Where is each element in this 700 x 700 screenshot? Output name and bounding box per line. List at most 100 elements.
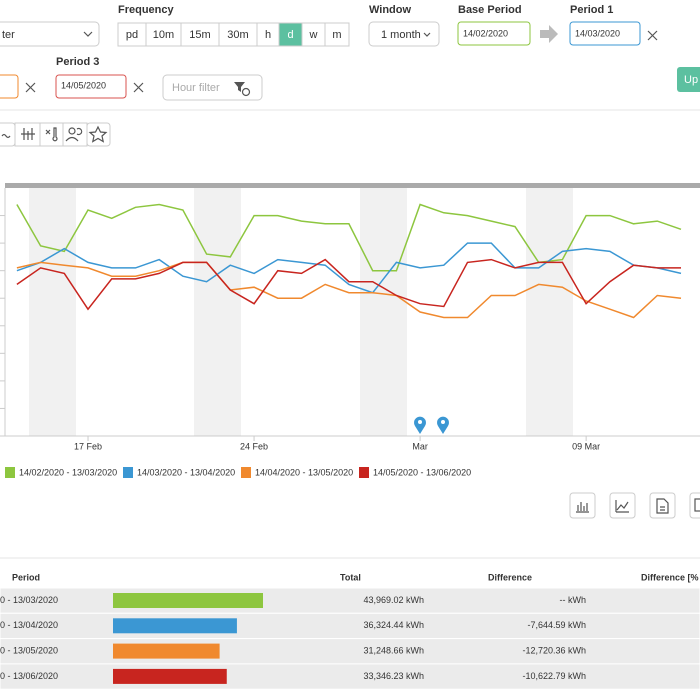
export-button[interactable] [569,492,596,519]
frequency-option: h [265,29,271,41]
legend-swatch[interactable] [359,467,369,478]
period1-input[interactable] [569,21,641,46]
row-period: 0 - 13/06/2020 [0,671,58,681]
row-difference: -10,622.79 kWh [522,671,586,681]
total-bar [113,618,237,634]
export-icon [615,500,629,513]
export-button[interactable] [649,492,676,519]
export-icon [694,498,700,512]
table-header: Period [12,572,40,582]
export-button[interactable] [609,492,636,519]
frequency-button[interactable] [324,22,350,47]
export-buttons [569,492,700,519]
weekend-band [526,188,573,436]
close[interactable] [647,30,658,41]
tool-icon [1,133,11,139]
tool-button[interactable] [0,122,16,147]
base-period-label: Base Period [458,4,522,16]
chart-top-bar [5,183,700,188]
close[interactable] [133,82,144,93]
series-line [16,242,682,294]
row-total: 33,346.23 kWh [363,671,424,681]
chart: 17 Feb 24 Feb Mar 09 Mar [0,203,682,451]
row-difference: -12,720.36 kWh [522,645,586,655]
export-icon [656,498,669,514]
row-period: 0 - 13/03/2020 [0,595,58,605]
x-tick-label: 17 Feb [74,441,102,451]
total-bar [113,668,227,684]
tool-button[interactable] [62,122,88,147]
frequency-option: d [287,29,293,41]
frequency-option: m [332,29,341,41]
filter-icon [234,82,245,92]
weekend-band [360,188,407,436]
tool-icon [65,127,83,142]
legend-label[interactable]: 14/05/2020 - 13/06/2020 [373,467,471,477]
window-select[interactable] [368,21,440,47]
pin[interactable] [437,416,449,434]
base-period-value: 14/02/2020 [463,28,508,38]
update-button-text: Up [684,74,698,86]
x-tick-label: 24 Feb [240,441,268,451]
frequency-option: 30m [227,29,248,41]
row-total: 31,248.66 kWh [363,645,424,655]
table-row [0,587,700,614]
weekend-band [29,188,76,436]
series-line [16,203,682,272]
base-period-input[interactable] [457,21,531,46]
row-total: 43,969.02 kWh [363,595,424,605]
weekend-band [194,188,241,436]
legend-label[interactable]: 14/03/2020 - 13/04/2020 [137,467,235,477]
period1-label: Period 1 [570,4,613,16]
period1-value: 14/03/2020 [575,28,620,38]
table-header: Difference [% [641,572,699,582]
update-button[interactable] [677,67,700,92]
select-box[interactable] [0,21,100,47]
legend-label[interactable]: 14/02/2020 - 13/03/2020 [19,467,117,477]
pin[interactable] [414,416,426,434]
chevron [83,31,93,37]
table-row [0,663,700,690]
table-header: Difference [488,572,532,582]
arrow [540,25,558,43]
table-header: Total [340,572,361,582]
legend-label[interactable]: 14/04/2020 - 13/05/2020 [255,467,353,477]
row-period: 0 - 13/04/2020 [0,620,58,630]
series-line [16,258,681,311]
export-icon [576,502,589,513]
row-difference: -- kWh [560,595,587,605]
frequency-group: pd 10m 15m 30m h d w m [117,22,350,47]
x-tick-label: Mar [412,441,428,451]
period3-label: Period 3 [56,56,99,68]
frequency-option: 10m [153,29,174,41]
total-bar [113,643,220,659]
table-row [0,638,700,665]
tool-icon [88,125,108,143]
pin-dot [441,420,445,424]
period2-input[interactable] [0,74,19,99]
period3-input[interactable] [55,74,127,99]
legend-swatch[interactable] [5,467,15,478]
tool-icon [21,128,35,140]
close[interactable] [25,82,36,93]
frequency-option: w [309,29,318,41]
frequency-option: 15m [189,29,210,41]
window-value: 1 month [381,29,421,41]
series-line [16,261,682,319]
annotation-pins [414,416,449,434]
x-tick-label: 09 Mar [572,441,600,451]
tool-button[interactable] [39,122,64,147]
weekend-bands [29,188,573,436]
tool-button[interactable] [86,122,111,147]
total-bar [113,593,263,608]
legend-swatch[interactable] [123,467,133,478]
table-row [0,612,700,640]
frequency-option: pd [126,29,138,41]
clock-icon [241,87,251,97]
hour-filter[interactable] [162,74,263,101]
period3-value: 14/05/2020 [61,80,106,90]
chevron [423,32,431,37]
row-difference: -7,644.59 kWh [527,620,586,630]
legend-swatch[interactable] [241,467,251,478]
